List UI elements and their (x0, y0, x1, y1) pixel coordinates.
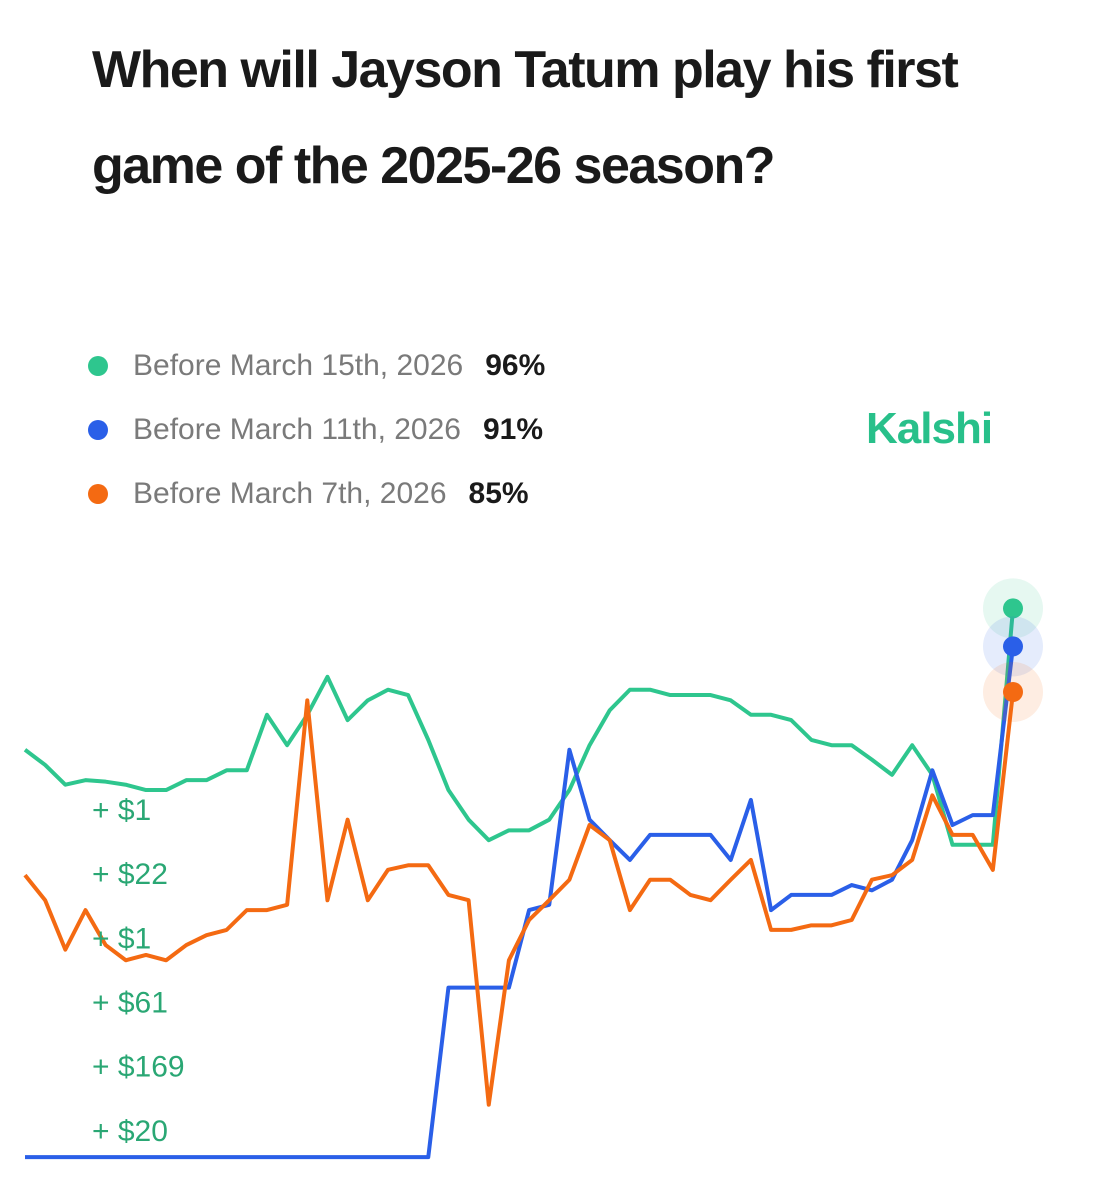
legend-dot (88, 356, 108, 376)
legend-value: 91% (482, 413, 544, 446)
trade-label: + $61 (92, 987, 168, 1020)
legend-dot (88, 484, 108, 504)
legend-item: Before March 15th, 2026 96% (88, 346, 545, 386)
series-line (25, 646, 1015, 1160)
series-line (23, 608, 1015, 847)
end-dot (1003, 598, 1023, 619)
legend-label: Before March 7th, 2026 (133, 477, 447, 510)
legend-item: Before March 7th, 2026 85% (88, 474, 529, 514)
brand: Kalshi (866, 404, 993, 453)
end-dot (1003, 682, 1023, 702)
legend-item: Before March 11th, 2026 91% (88, 410, 543, 450)
trade-label: + $1 (92, 922, 151, 955)
trade-label: + $20 (92, 1115, 168, 1148)
end-dot (1003, 636, 1023, 657)
legend-label: Before March 15th, 2026 (133, 349, 464, 382)
legend-dot (88, 420, 108, 440)
legend-value: 85% (468, 477, 529, 510)
series-line (23, 691, 1015, 1107)
title: When will Jayson Tatum play his first ga… (92, 41, 959, 195)
legend-label: Before March 11th, 2026 (133, 413, 461, 446)
trade-label: + $169 (92, 1051, 185, 1084)
legend-value: 96% (485, 349, 546, 382)
trade-label: + $1 (92, 794, 151, 827)
trade-label: + $22 (92, 858, 168, 891)
